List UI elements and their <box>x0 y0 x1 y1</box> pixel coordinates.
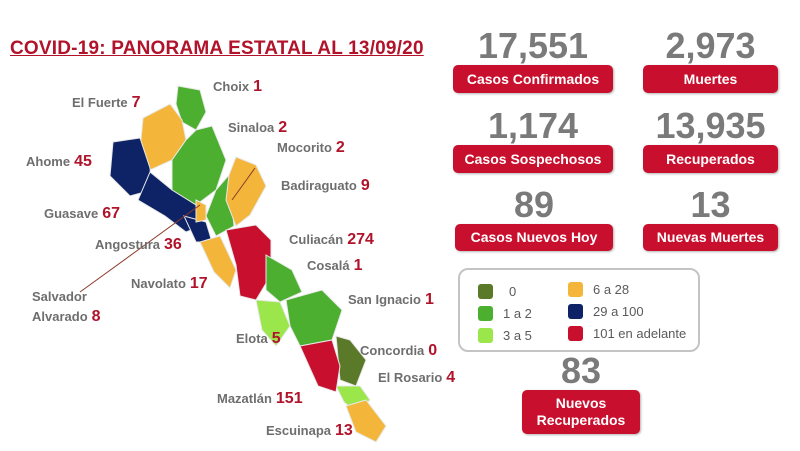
label-sinaloa: Sinaloa 2 <box>228 119 288 136</box>
label-elota: Elota 5 <box>236 330 281 347</box>
label-salvador-alvarado: Salvador Alvarado 8 <box>32 289 101 325</box>
stat-value: 89 <box>513 184 555 225</box>
legend: 0 1 a 2 3 a 5 6 a 28 29 a 100 101 en ade… <box>458 268 700 352</box>
salvador-alvarado-leader-line <box>79 204 201 293</box>
legend-item: 101 en adelante <box>568 326 686 341</box>
stat-confirmados: 17,551 Casos Confirmados <box>453 27 613 93</box>
label-el-rosario: El Rosario 4 <box>378 369 456 386</box>
stat-value: 1,174 <box>487 105 579 146</box>
legend-label: 101 en adelante <box>593 326 687 341</box>
stat-value: 13,935 <box>655 105 766 146</box>
stat-nuevos-recuperados: 83 Nuevos Recuperados <box>522 352 640 434</box>
region-culiacan <box>225 224 272 301</box>
legend-item: 6 a 28 <box>568 282 629 297</box>
stat-label: Recuperados <box>643 145 778 173</box>
region-navolato <box>199 235 237 289</box>
stat-label: Nuevos Recuperados <box>522 390 640 434</box>
stat-label: Casos Nuevos Hoy <box>455 224 613 251</box>
legend-label: 0 <box>509 284 517 299</box>
stat-label: Nuevas Muertes <box>643 224 778 251</box>
label-mazatlan: Mazatlán 151 <box>217 390 303 407</box>
mocorito-leader-line <box>231 167 256 201</box>
stat-value: 17,551 <box>477 25 589 66</box>
legend-swatch <box>478 328 493 343</box>
region-elota <box>255 299 291 347</box>
legend-swatch <box>478 284 493 299</box>
legend-item: 29 a 100 <box>568 304 644 319</box>
stat-value: 83 <box>560 350 602 391</box>
stat-value: 13 <box>690 184 731 225</box>
legend-swatch <box>568 326 583 341</box>
stat-sospechosos: 1,174 Casos Sospechosos <box>453 107 613 173</box>
region-mazatlan <box>299 339 341 393</box>
stat-nuevos-hoy: 89 Casos Nuevos Hoy <box>455 186 613 251</box>
region-san-ignacio <box>285 289 343 347</box>
label-concordia: Concordia 0 <box>360 342 438 359</box>
stat-recuperados: 13,935 Recuperados <box>643 107 778 173</box>
label-escuinapa: Escuinapa 13 <box>266 422 353 439</box>
label-navolato: Navolato 17 <box>131 275 208 292</box>
legend-swatch <box>568 304 583 319</box>
label-ahome: Ahome 45 <box>26 153 92 170</box>
region-badiraguato <box>225 156 267 227</box>
label-choix: Choix 1 <box>213 78 263 95</box>
label-badiraguato: Badiraguato 9 <box>281 177 370 194</box>
stat-label: Muertes <box>643 65 778 93</box>
stat-nuevas-muertes: 13 Nuevas Muertes <box>643 186 778 251</box>
label-culiacan: Culiacán 274 <box>289 231 374 248</box>
stat-label: Casos Sospechosos <box>453 145 613 173</box>
legend-item: 3 a 5 <box>478 328 532 343</box>
region-escuinapa <box>345 399 387 443</box>
label-el-fuerte: El Fuerte 7 <box>72 94 141 111</box>
legend-item: 0 <box>478 284 516 299</box>
label-angostura: Angostura 36 <box>95 236 182 253</box>
stat-muertes: 2,973 Muertes <box>643 27 778 93</box>
label-guasave: Guasave 67 <box>44 205 120 222</box>
stat-value: 2,973 <box>665 25 756 66</box>
legend-label: 3 a 5 <box>503 328 532 343</box>
legend-swatch <box>478 306 493 321</box>
legend-swatch <box>568 282 583 297</box>
legend-label: 1 a 2 <box>503 306 532 321</box>
legend-item: 1 a 2 <box>478 306 532 321</box>
label-cosala: Cosalá 1 <box>307 257 363 274</box>
region-cosala <box>265 254 303 303</box>
legend-label: 29 a 100 <box>593 304 644 319</box>
label-san-ignacio: San Ignacio 1 <box>348 291 434 308</box>
legend-label: 6 a 28 <box>593 282 630 297</box>
label-mocorito: Mocorito 2 <box>277 139 345 156</box>
stat-label: Casos Confirmados <box>453 65 613 93</box>
region-salvador-alvarado <box>195 199 207 223</box>
page-title: COVID-19: PANORAMA ESTATAL AL 13/09/20 <box>10 38 424 59</box>
